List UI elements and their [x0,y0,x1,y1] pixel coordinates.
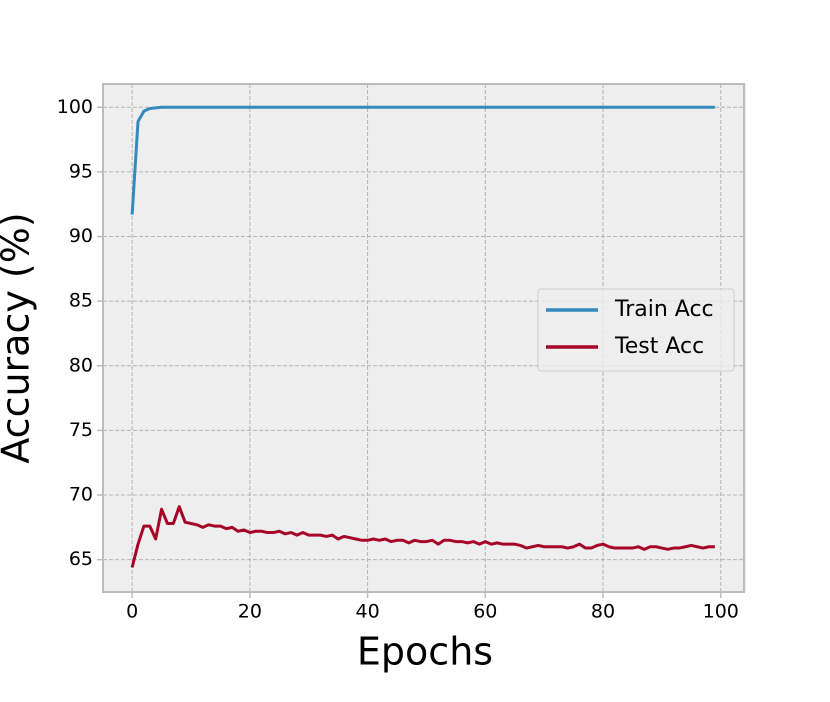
y-tick-label: 95 [69,160,93,182]
x-tick-label: 60 [473,601,497,623]
x-tick-label: 80 [591,601,615,623]
y-tick-label: 65 [69,548,93,570]
y-tick-label: 85 [69,290,93,312]
x-tick-label: 0 [126,601,138,623]
y-tick-label: 75 [69,419,93,441]
x-tick-label: 20 [238,601,262,623]
y-tick-label: 90 [69,225,93,247]
x-axis-label: Epochs [357,630,493,674]
line-series [130,505,715,568]
x-tick-label: 40 [355,601,379,623]
y-axis-label: Accuracy (%) [0,212,38,463]
y-tick-label: 100 [57,96,93,118]
line-series [130,105,715,215]
x-tick-label: 100 [703,601,739,623]
y-tick-label: 70 [69,484,93,506]
y-tick-label: 80 [69,354,93,376]
legend-label: Train Acc [614,297,714,322]
legend-label: Test Acc [614,334,704,359]
plot-frame [102,83,745,593]
